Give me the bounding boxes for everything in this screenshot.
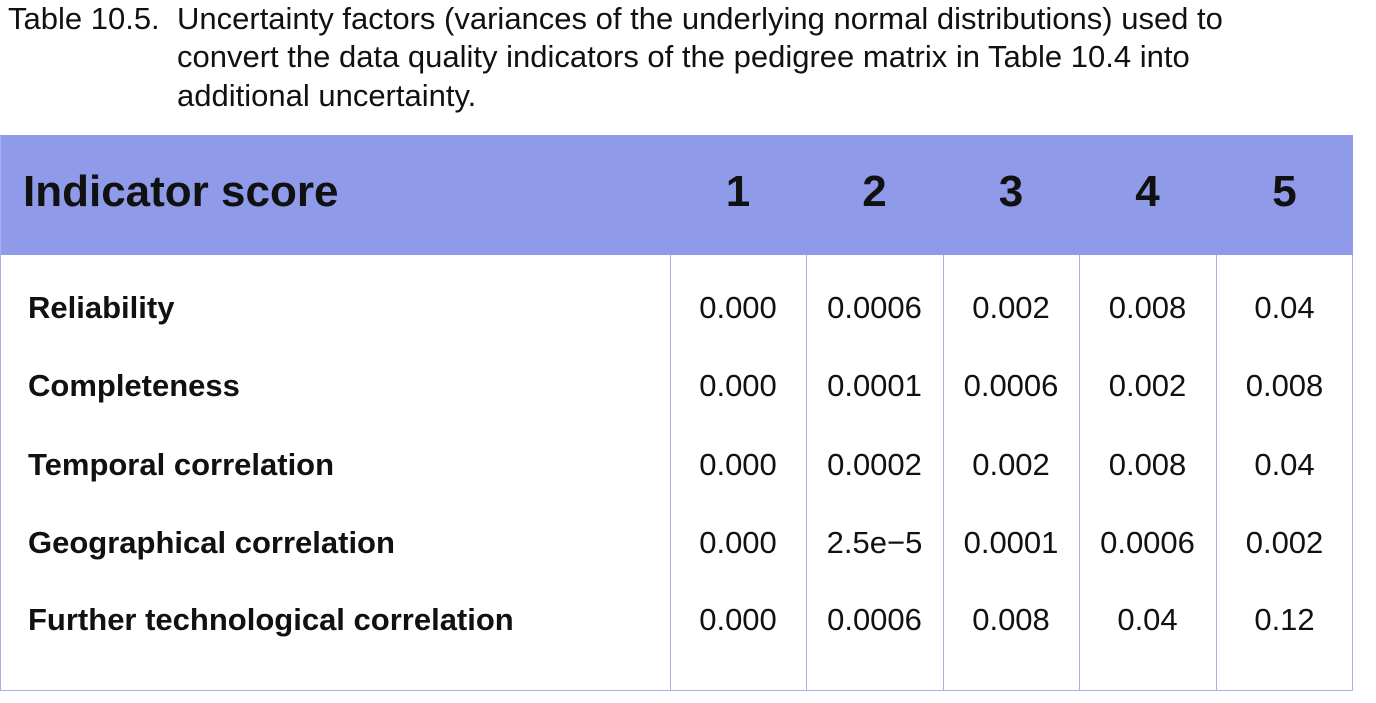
column-divider: [1216, 255, 1217, 690]
table-cell: 0.002: [1245, 525, 1324, 560]
table-cell: 0.008: [1108, 447, 1187, 482]
table-cell: 0.0006: [963, 368, 1059, 403]
caption-line: Uncertainty factors (variances of the un…: [177, 1, 1223, 36]
header-cell: 5: [1272, 167, 1297, 216]
table-cell: 0.0006: [1100, 525, 1195, 560]
table-cell: 0.000: [699, 290, 777, 325]
row-label: Further technological correlation: [28, 602, 514, 637]
table-cell: 0.0006: [827, 602, 922, 637]
row-label: Geographical correlation: [28, 525, 395, 560]
table-cell: 0.0001: [827, 368, 922, 403]
table-cell: 0.000: [699, 602, 777, 637]
table-cell: 0.008: [1245, 368, 1324, 403]
header-cell: 3: [998, 167, 1024, 216]
column-divider: [670, 255, 671, 690]
table-cell: 0.002: [1108, 368, 1187, 403]
header-cell: 4: [1135, 167, 1160, 216]
table-cell: 0.002: [972, 447, 1050, 482]
row-label: Reliability: [28, 290, 175, 325]
header-cell: Indicator score: [23, 167, 339, 216]
table-cell: 0.04: [1254, 447, 1315, 482]
table-cell: 0.008: [1108, 290, 1187, 325]
table-cell: 0.0002: [827, 447, 922, 482]
table-cell: 0.000: [699, 447, 777, 482]
table-cell: 0.000: [699, 368, 777, 403]
column-divider: [806, 255, 807, 690]
caption-label: Table 10.5.: [8, 1, 160, 36]
caption-line: additional uncertainty.: [177, 78, 477, 113]
table-cell: 0.000: [699, 525, 777, 560]
table-cell: 0.008: [972, 602, 1050, 637]
table: Indicator score 1 2 3 4 5 Reliability 0.000 0.0…: [0, 135, 1353, 691]
table-cell: 0.0006: [827, 290, 922, 325]
header-cell: 2: [862, 167, 887, 216]
row-label: Temporal correlation: [28, 447, 335, 482]
header-cell: 1: [725, 167, 751, 216]
column-divider: [1079, 255, 1080, 690]
table-cell: 0.0001: [963, 525, 1059, 560]
table-header: Indicator score 1 2 3 4 5: [1, 135, 1353, 255]
row-label: Completeness: [28, 368, 240, 403]
table-cell: 2.5e−5: [826, 525, 923, 560]
table-cell: 0.04: [1254, 290, 1315, 325]
table-cell: 0.04: [1117, 602, 1178, 637]
column-divider: [943, 255, 944, 690]
table-cell: 0.002: [972, 290, 1050, 325]
table-cell: 0.12: [1254, 602, 1315, 637]
caption-line: convert the data quality indicators of t…: [177, 39, 1190, 74]
